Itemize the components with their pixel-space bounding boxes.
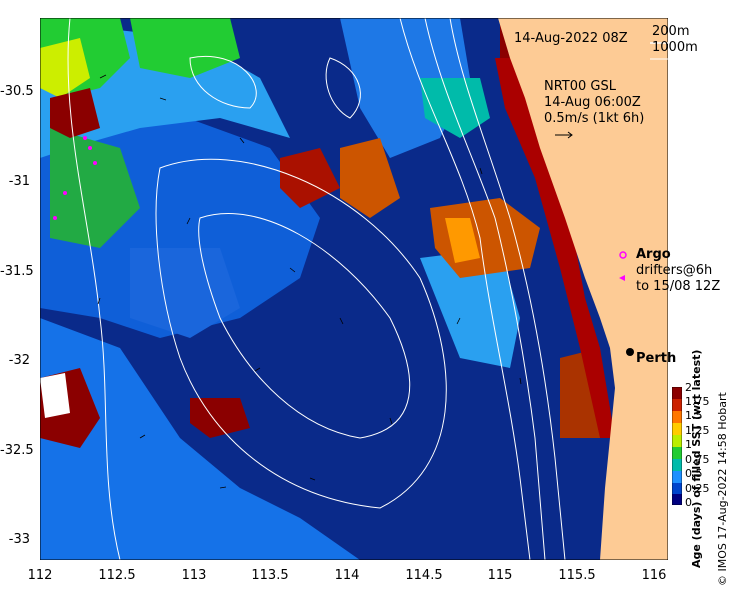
argo-drifter-tracks [53,136,97,220]
colorbar-tick: 1.75 [685,395,710,408]
x-tick: 115 [487,568,513,583]
argo-label: Argo [636,247,671,262]
y-tick: -31.5 [0,264,34,279]
current-vectors [97,74,522,489]
colorbar [672,387,682,505]
map-date: 14-Aug-2022 08Z [514,31,628,46]
y-tick: -30.5 [0,84,34,99]
y-tick: -32 [8,353,30,368]
depth-200-label: 200m [652,24,690,39]
colorbar-tick: 0.75 [685,453,710,466]
x-tick: 112.5 [98,568,136,583]
x-tick: 113 [181,568,207,583]
x-tick: 114.5 [405,568,443,583]
colorbar-tick: 1 [685,438,692,451]
land-western-australia [498,18,668,560]
x-tick: 116 [641,568,667,583]
colorbar-tick: 0.5 [685,467,703,480]
sst-region-lightblue-coast [420,248,520,368]
bathymetry-contours [67,18,566,560]
current-scale-label: 0.5m/s (1kt 6h) [544,111,645,126]
current-source-label: NRT00 GSL [544,79,616,94]
sst-region-red [50,88,100,138]
y-tick: -31 [8,174,30,189]
sst-coastal-strip [495,58,615,438]
drifter-marker-icon [619,275,625,281]
no-data-patch [40,373,70,418]
colorbar-tick: 1.5 [685,409,703,422]
sst-map [40,18,668,560]
perth-marker-icon [626,348,634,356]
colorbar-title: Age (days) of filled SST (wrt latest) [690,349,703,568]
colorbar-tick: 0 [685,496,692,509]
x-tick: 115.5 [558,568,596,583]
colorbar-tick: 2 [685,381,692,394]
x-tick: 113.5 [251,568,289,583]
colorbar-tick: 1.25 [685,424,710,437]
current-time-label: 14-Aug 06:00Z [544,95,641,110]
drifters-to-label: to 15/08 12Z [636,279,721,294]
x-tick: 112 [27,568,53,583]
x-tick: 114 [334,568,360,583]
depth-1000-label: 1000m [652,40,698,55]
perth-label: Perth [636,351,677,366]
argo-marker-icon [619,251,627,259]
scale-arrow-icon [555,131,573,139]
y-tick: -32.5 [0,443,34,458]
y-tick: -33 [8,532,30,547]
sst-region-yellow [40,38,90,98]
credit-text: © IMOS 17-Aug-2022 14:58 Hobart [716,392,729,586]
sst-region-midblue-south [40,318,360,560]
colorbar-tick: 0.25 [685,482,710,495]
drifters-label: drifters@6h [636,263,713,278]
